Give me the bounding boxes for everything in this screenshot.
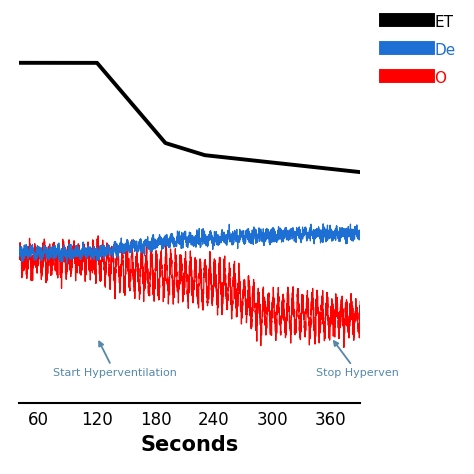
Text: Stop Hyperven: Stop Hyperven <box>316 341 399 378</box>
Text: Start Hyperventilation: Start Hyperventilation <box>53 342 177 378</box>
Legend: ET, De, O: ET, De, O <box>380 6 462 94</box>
X-axis label: Seconds: Seconds <box>140 435 239 455</box>
